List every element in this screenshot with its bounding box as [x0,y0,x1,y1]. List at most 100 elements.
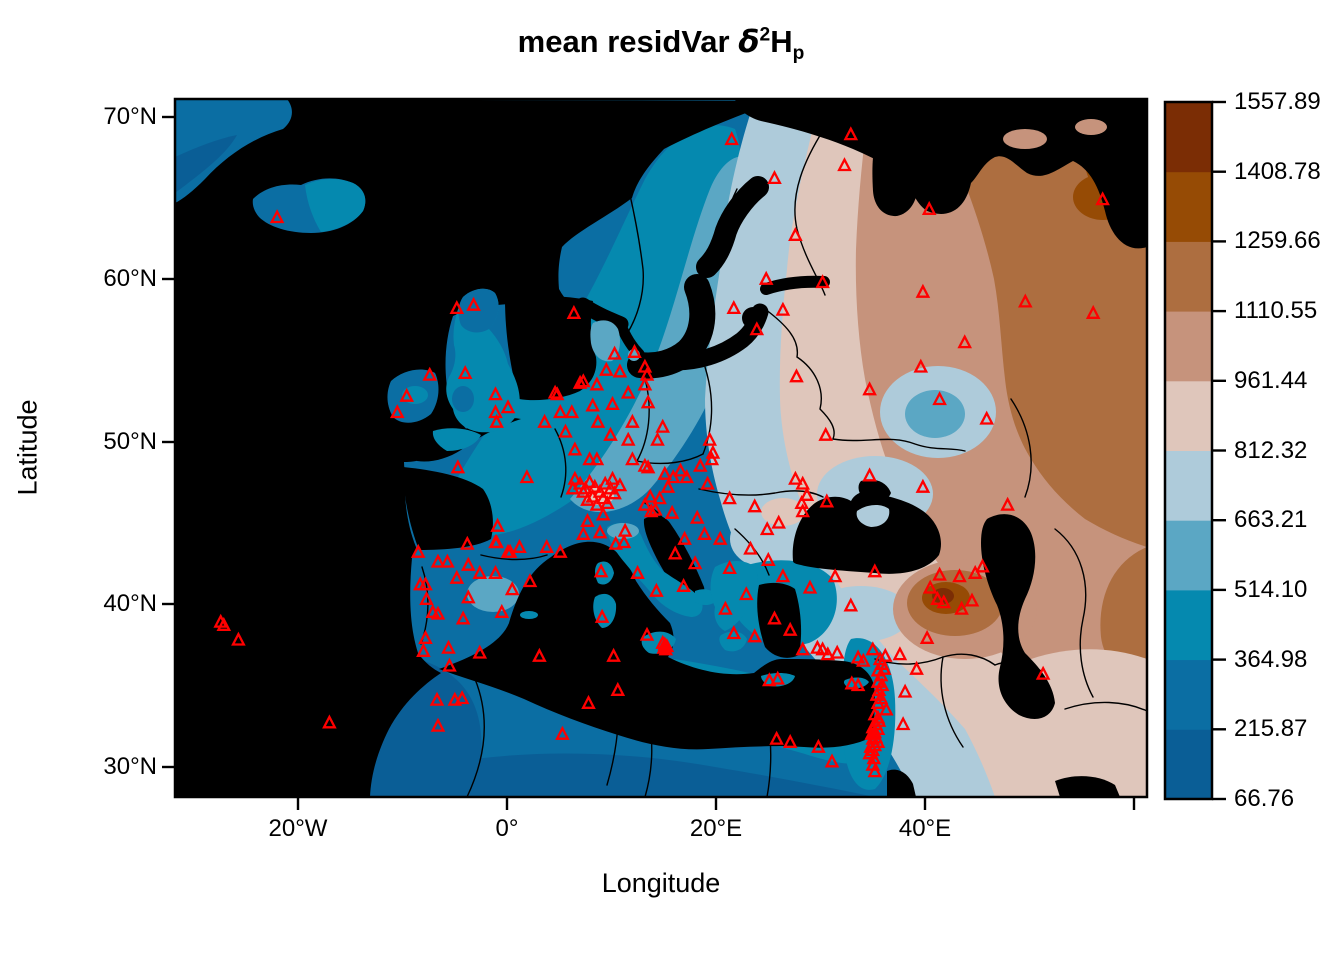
site-marker [799,486,815,501]
red-sea-tip [887,769,916,797]
site-marker [390,404,405,419]
colorbar-band [1165,102,1212,173]
site-marker [637,376,653,391]
site-marker [660,478,676,493]
title-element: H [770,24,793,59]
persian-gulf [1055,776,1120,797]
site-marker [762,672,777,687]
site-marker [913,358,929,373]
site-marker [589,496,605,511]
site-marker [608,535,623,550]
site-marker [815,641,830,656]
site-marker [650,431,665,446]
site-marker [460,535,475,550]
site-marker [743,540,758,555]
site-marker [440,553,455,568]
site-marker [512,538,527,553]
white-sea [872,144,918,217]
site-marker [952,568,967,583]
site-marker [522,573,538,588]
site-marker [625,413,640,428]
site-marker [567,470,583,485]
colorbar-band [1165,241,1212,312]
site-marker [815,274,830,289]
colorbar-label: 812.32 [1234,436,1308,464]
site-marker [630,564,645,579]
title-text: mean residVar [517,24,739,59]
site-marker [655,418,670,433]
site-marker [594,608,610,623]
site-marker [617,522,633,537]
atlantic-ocean [175,99,779,797]
site-marker [975,558,990,573]
colorbar-band [1165,171,1212,242]
colorbar-label: 961.44 [1234,366,1308,394]
gulf-of-riga [742,307,764,329]
site-marker [782,733,798,748]
site-marker [673,462,688,477]
site-marker [589,451,605,466]
site-marker [870,694,886,709]
site-marker [957,334,972,349]
site-marker [775,301,791,316]
colorbar-band [1165,380,1212,451]
site-marker [585,397,600,412]
site-marker [422,366,437,381]
site-marker [862,745,877,760]
site-marker [1085,304,1101,319]
site-marker [216,616,232,631]
site-marker [519,469,535,484]
site-marker [856,652,871,667]
site-marker [788,470,803,485]
colorbar-label: 1110.55 [1234,297,1318,325]
y-tick-label: 70°N [103,103,157,130]
site-marker [537,413,552,428]
site-marker [472,564,488,579]
site-marker [488,534,503,549]
site-marker [637,496,653,511]
site-marker [922,579,938,594]
site-marker [1000,496,1015,511]
site-marker [878,647,893,662]
colorbar-label: 1408.78 [1234,157,1321,185]
site-markers [213,126,1110,778]
site-marker [576,525,591,540]
site-marker [592,524,608,539]
site-marker [936,594,952,609]
site-marker [811,738,826,753]
site-marker [693,457,708,472]
colorbar-band [1165,589,1212,661]
site-marker [771,514,786,529]
title-delta-symbol: δ [738,24,760,60]
site-marker [897,683,913,698]
crimea [856,505,890,527]
axis-ticks [162,115,1136,810]
site-marker [457,365,473,380]
x-tick-label: 20°E [689,815,743,842]
peloponnese [719,631,747,652]
site-marker [658,641,674,656]
site-marker [441,639,456,654]
site-marker [932,391,947,406]
site-marker [722,490,737,505]
site-marker [879,701,894,716]
colorbar-band [1165,450,1212,521]
site-marker [488,564,503,579]
site-marker [767,610,782,625]
site-marker [769,730,784,745]
site-marker [442,657,457,672]
site-marker [605,395,620,410]
colorbar-label: 364.98 [1234,645,1308,673]
site-marker [576,483,591,498]
site-marker [581,694,596,709]
site-marker [494,603,510,618]
site-marker [739,586,754,601]
site-marker [607,485,622,500]
site-marker [490,517,505,532]
site-marker [827,568,843,583]
site-marker [461,556,476,571]
site-marker [466,296,481,311]
site-marker [616,534,632,549]
site-marker [429,691,445,706]
site-marker [418,629,433,644]
